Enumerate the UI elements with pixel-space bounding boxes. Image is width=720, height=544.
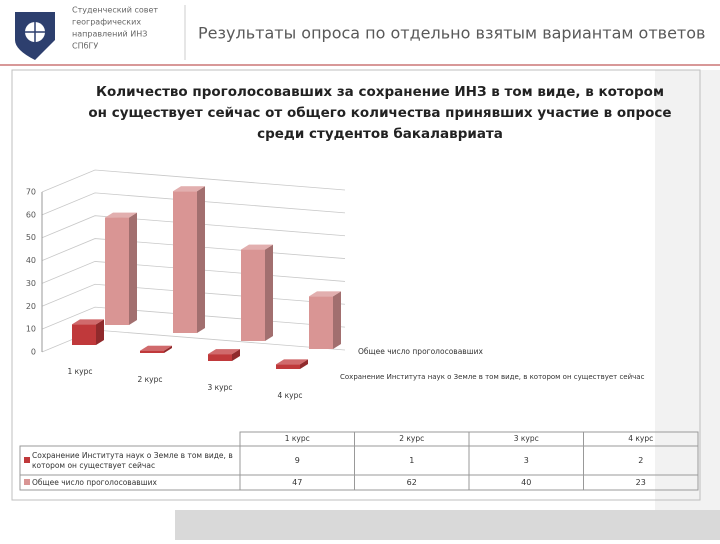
table-header: 3 курс — [514, 434, 539, 443]
bar-side-shade — [129, 212, 137, 325]
logo-lines — [25, 22, 45, 42]
legend-swatch — [24, 479, 30, 485]
x-tick-label: 4 курс — [277, 391, 302, 400]
bar-top — [173, 186, 205, 192]
bar-top-shade — [72, 319, 104, 325]
series-label: Общее число проголосовавших — [358, 347, 483, 356]
bar-top — [276, 359, 308, 365]
bar-top-shade — [173, 186, 205, 192]
bar-side — [232, 349, 240, 361]
table-value: 9 — [295, 456, 300, 465]
y-tick-label: 0 — [31, 348, 36, 357]
slide-title: Результаты опроса по отдельно взятым вар… — [198, 24, 705, 43]
table-value: 2 — [638, 456, 643, 465]
bar-top — [208, 349, 240, 355]
y-tick-label: 70 — [26, 188, 36, 197]
row-label: Общее число проголосовавших — [32, 477, 157, 487]
table-value: 47 — [292, 478, 302, 487]
row-label-box: Сохранение Института наук о Земле в том … — [32, 450, 233, 470]
footer-band — [175, 510, 720, 540]
bar — [276, 364, 300, 369]
row-label: Сохранение Института наук о Земле в том … — [32, 450, 233, 470]
row-label-box: Общее число проголосовавших — [32, 477, 157, 487]
grid-line — [41, 169, 346, 193]
bar-side — [96, 319, 104, 345]
bar — [309, 296, 333, 349]
bar-top — [72, 319, 104, 325]
logo — [15, 12, 55, 60]
bar-side-shade — [164, 345, 172, 353]
bar-side — [164, 345, 172, 353]
chart-title: среди студентов бакалавриата — [257, 126, 503, 142]
table-value: 23 — [636, 478, 646, 487]
chart-frame — [11, 69, 701, 501]
bar-top-shade — [105, 212, 137, 218]
legend-swatch — [24, 457, 30, 463]
bar-top-shade — [276, 359, 308, 365]
bar-side-shade — [232, 349, 240, 361]
x-tick-label: 1 курс — [67, 367, 92, 376]
x-tick-label: 3 курс — [207, 383, 232, 392]
bar-side-shade — [333, 291, 341, 349]
y-tick-label: 50 — [26, 233, 36, 242]
table-value: 3 — [524, 456, 529, 465]
bar-top — [140, 345, 172, 351]
bar-side-shade — [300, 359, 308, 369]
y-tick-label: 60 — [26, 210, 36, 219]
bar-top — [309, 291, 341, 297]
bar-side — [129, 212, 137, 325]
side-pattern — [655, 70, 720, 510]
bar-side-shade — [197, 186, 205, 333]
bar — [72, 324, 96, 345]
bar-side — [197, 186, 205, 333]
bar-side-shade — [96, 319, 104, 345]
bar — [208, 354, 232, 361]
table-value: 40 — [521, 478, 531, 487]
grid-line — [41, 192, 346, 216]
y-tick-label: 20 — [26, 302, 36, 311]
table-header: 2 курс — [399, 434, 424, 443]
bar-side-shade — [265, 244, 273, 341]
table-header: 1 курс — [285, 434, 310, 443]
bar-top-shade — [208, 349, 240, 355]
table-value: 1 — [409, 456, 414, 465]
y-tick-label: 30 — [26, 279, 36, 288]
chart-title: Количество проголосовавших за сохранение… — [96, 84, 664, 100]
bar — [173, 191, 197, 333]
bar — [140, 350, 164, 353]
table-value: 62 — [407, 478, 417, 487]
bar-top-shade — [309, 291, 341, 297]
bar-top-shade — [140, 345, 172, 351]
series-label: Сохранение Института наук о Земле в том … — [340, 373, 645, 381]
bar-side — [300, 359, 308, 369]
bar-top — [105, 212, 137, 218]
org-name-line: направлений ИНЗ — [72, 30, 147, 39]
table-header: 4 курс — [628, 434, 653, 443]
x-tick-label: 2 курс — [137, 375, 162, 384]
grid-line — [41, 215, 346, 239]
y-tick-label: 40 — [26, 256, 36, 265]
bar — [105, 217, 129, 325]
bar-top — [241, 244, 273, 250]
bar-side — [333, 291, 341, 349]
org-name-line: географических — [72, 18, 141, 27]
bar — [241, 249, 265, 341]
chart-title: он существует сейчас от общего количеств… — [88, 105, 671, 121]
org-name-line: СПбГУ — [72, 42, 98, 51]
bar-side — [265, 244, 273, 341]
bar-top-shade — [241, 244, 273, 250]
y-tick-label: 10 — [26, 325, 36, 334]
org-name-line: Студенческий совет — [72, 6, 158, 15]
